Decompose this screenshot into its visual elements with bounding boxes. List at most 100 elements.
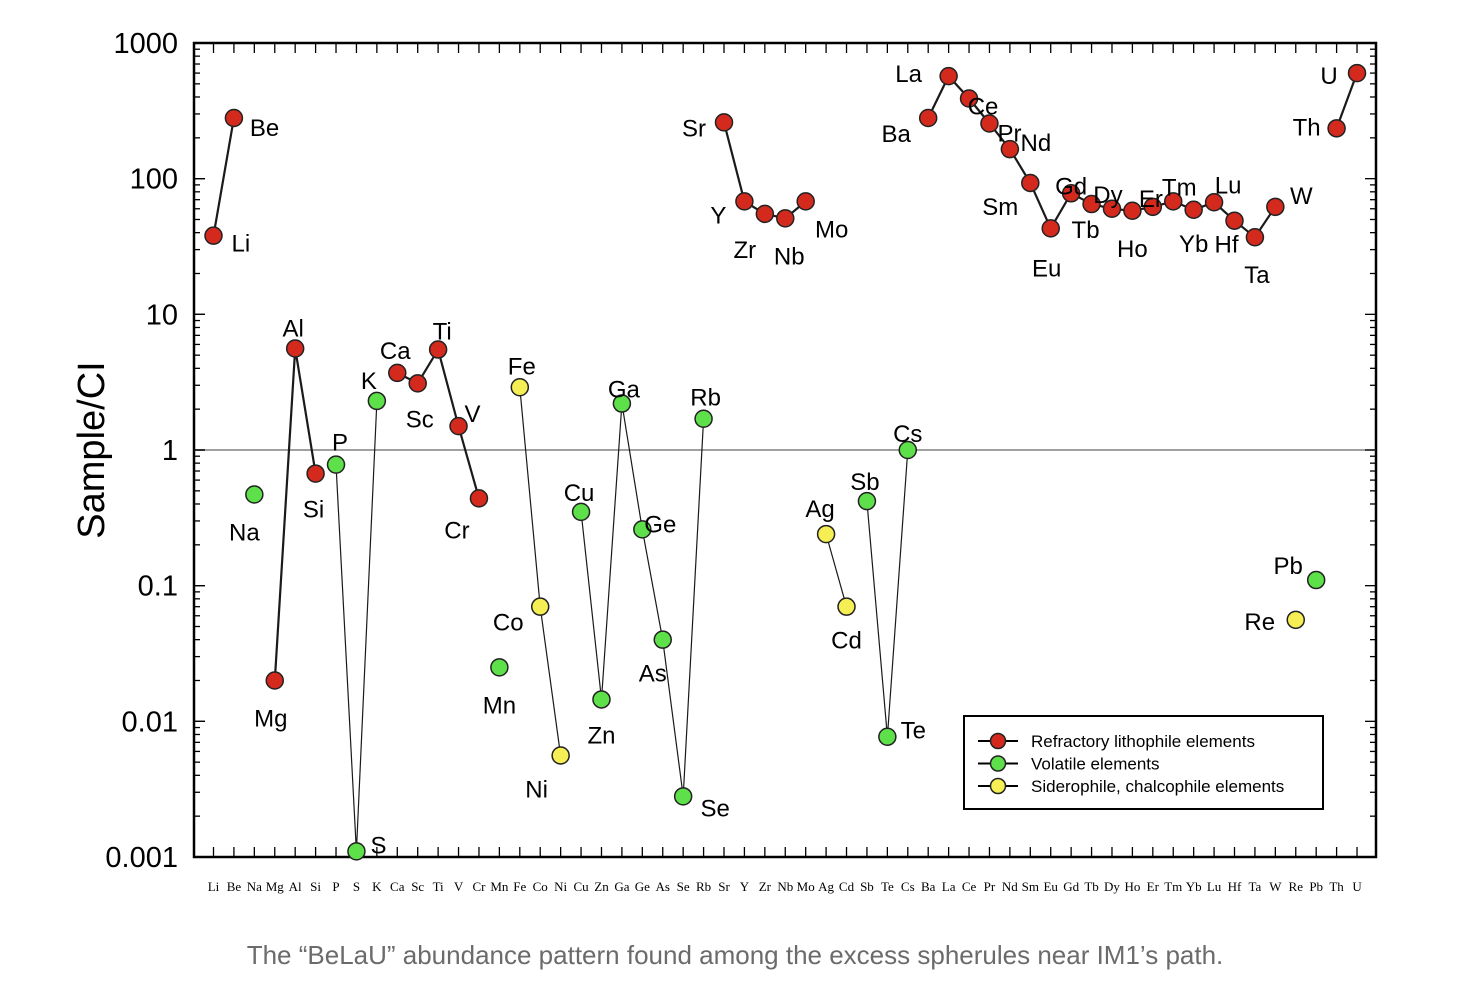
- point-label-zr: Zr: [734, 237, 757, 264]
- x-tick-label: As: [656, 879, 670, 894]
- legend-label-refractory: Refractory lithophile elements: [1031, 732, 1255, 751]
- point-label-re: Re: [1244, 609, 1275, 636]
- point-label-sr: Sr: [682, 115, 706, 142]
- x-tick-label: Th: [1329, 879, 1344, 894]
- x-tick-label: Pb: [1309, 879, 1323, 894]
- point-label-ho: Ho: [1117, 236, 1148, 263]
- x-tick-label: Ga: [614, 879, 629, 894]
- data-point-u: [1347, 63, 1367, 83]
- x-tick-label: Sb: [860, 879, 874, 894]
- data-point-p: [326, 455, 346, 474]
- data-point-lu: [1204, 193, 1224, 212]
- x-tick-label: P: [332, 879, 339, 894]
- points-layer: [204, 63, 1367, 861]
- point-label-cr: Cr: [444, 517, 469, 544]
- x-tick-label: Ce: [962, 879, 977, 894]
- x-tick-label: Cu: [573, 879, 589, 894]
- point-label-ce: Ce: [968, 93, 999, 120]
- x-tick-label: Mg: [266, 879, 285, 894]
- point-label-co: Co: [493, 610, 524, 637]
- data-point-ce: [959, 89, 979, 108]
- axes-layer: 1000 100 10 1 0.1 0.01 0.001 Sample/CI Li Be Na Mg A…: [71, 28, 1378, 894]
- figure-caption: The “BeLaU” abundance pattern found amon…: [246, 940, 1224, 970]
- x-tick-label: W: [1269, 879, 1282, 894]
- x-tick-label: Ta: [1249, 879, 1262, 894]
- x-tick-label: Pr: [984, 879, 996, 894]
- point-label-ge: Ge: [644, 511, 676, 538]
- point-label-w: W: [1290, 183, 1313, 210]
- point-label-mn: Mn: [483, 692, 516, 719]
- x-tick-label: Si: [310, 879, 321, 894]
- x-tick-label: Lu: [1207, 879, 1222, 894]
- x-tick-label: Sc: [411, 879, 424, 894]
- x-tick-label: Te: [881, 879, 894, 894]
- x-tick-label: La: [942, 879, 956, 894]
- point-label-al: Al: [283, 315, 304, 342]
- data-point-zn: [592, 690, 611, 709]
- point-label-as: As: [639, 661, 667, 688]
- x-tick-label: Na: [247, 879, 262, 894]
- x-tick-label: Rb: [696, 879, 711, 894]
- data-point-k: [367, 391, 387, 411]
- point-label-pb: Pb: [1274, 553, 1303, 580]
- x-tick-label: Sr: [718, 879, 730, 894]
- data-point-as: [653, 630, 672, 649]
- x-tick-label: Cs: [901, 879, 915, 894]
- x-tick-label: Mn: [490, 879, 509, 894]
- point-label-cs: Cs: [893, 421, 922, 448]
- data-point-cu: [571, 502, 591, 522]
- legend-marker-siderophile: [989, 777, 1007, 795]
- x-tick-label: Y: [740, 879, 750, 894]
- point-label-ga: Ga: [608, 377, 641, 404]
- point-label-p: P: [332, 430, 348, 457]
- data-point-be: [224, 108, 244, 128]
- chart-svg: 1000 100 10 1 0.1 0.01 0.001 Sample/CI Li Be Na Mg A…: [71, 28, 1378, 894]
- x-tick-label: Nd: [1002, 879, 1018, 894]
- x-tick-label: Li: [208, 879, 220, 894]
- data-point-ni: [551, 746, 570, 765]
- x-tick-label: Cr: [472, 879, 486, 894]
- data-point-pb: [1306, 570, 1326, 590]
- x-tick-label: K: [372, 879, 382, 894]
- data-point-hf: [1225, 211, 1244, 230]
- x-tick-label: Zr: [759, 879, 772, 894]
- data-point-mg: [265, 671, 285, 690]
- series-line: [1335, 72, 1359, 129]
- legend-box: [963, 715, 1324, 810]
- point-label-hf: Hf: [1215, 232, 1239, 259]
- point-label-eu: Eu: [1032, 255, 1061, 282]
- x-tick-label: Ge: [635, 879, 650, 894]
- data-point-eu: [1041, 219, 1060, 238]
- legend: Refractory lithophile elements Volatile e…: [963, 715, 1324, 810]
- x-tick-label: Yb: [1186, 879, 1202, 894]
- data-point-ba: [918, 108, 938, 128]
- data-point-w: [1266, 197, 1285, 217]
- x-tick-label: Dy: [1104, 879, 1120, 894]
- data-point-te: [878, 727, 897, 746]
- point-label-si: Si: [303, 497, 324, 524]
- data-point-er: [1143, 197, 1163, 217]
- x-tick-label: S: [353, 879, 360, 894]
- data-point-ga: [612, 394, 632, 413]
- point-label-yb: Yb: [1179, 231, 1208, 258]
- y-tick-label: 10: [146, 299, 178, 331]
- data-point-ge: [633, 520, 652, 539]
- data-point-ag: [816, 524, 836, 544]
- point-label-ta: Ta: [1244, 262, 1270, 289]
- x-tick-label: Ag: [818, 879, 834, 894]
- x-tick-label: Hf: [1228, 879, 1242, 894]
- point-label-mo: Mo: [815, 216, 848, 243]
- x-tick-label: Re: [1289, 879, 1304, 894]
- point-label-dy: Dy: [1093, 182, 1122, 209]
- legend-label-volatile: Volatile elements: [1031, 755, 1160, 774]
- x-tick-label: Al: [289, 879, 302, 894]
- x-tick-label: Fe: [513, 879, 526, 894]
- point-label-v: V: [465, 401, 481, 428]
- point-label-k: K: [361, 368, 377, 395]
- data-point-sm: [1021, 173, 1040, 193]
- point-label-mg: Mg: [254, 705, 287, 732]
- point-label-er: Er: [1139, 186, 1163, 213]
- data-point-sb: [857, 491, 877, 511]
- data-point-sr: [714, 113, 734, 132]
